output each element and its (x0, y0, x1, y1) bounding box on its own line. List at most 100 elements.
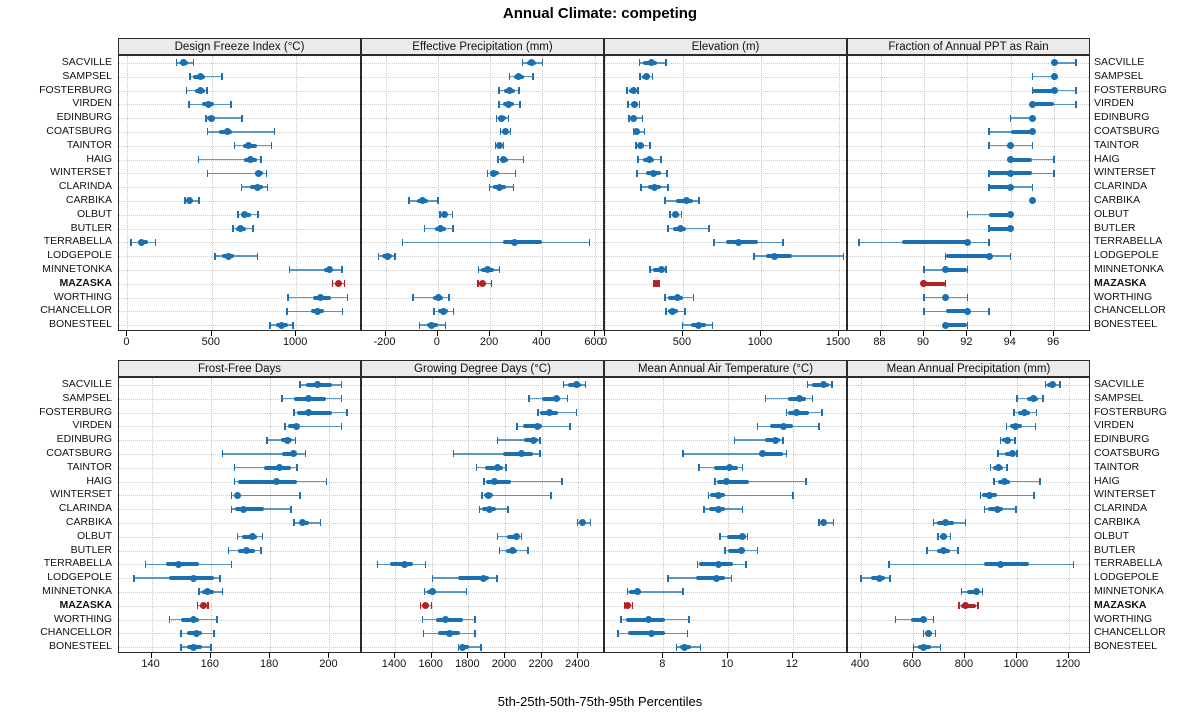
axis-tick (879, 331, 881, 336)
gridline-horizontal (119, 591, 360, 593)
whisker-cap (240, 183, 243, 191)
gridline-vertical (1054, 56, 1056, 330)
median-dot (1012, 422, 1020, 430)
median-dot (208, 114, 216, 122)
whisker-range (483, 480, 562, 483)
gridline-horizontal (848, 647, 1089, 649)
gridline-horizontal (605, 311, 846, 313)
whisker-cap (664, 197, 666, 205)
row-label-right: CHANCELLOR (1094, 304, 1166, 317)
axis-tick (540, 653, 542, 658)
whisker-cap (433, 307, 435, 315)
gridline-horizontal (362, 90, 603, 92)
gridline-vertical (760, 56, 762, 330)
median-dot (504, 100, 512, 108)
gridline-horizontal (848, 159, 1089, 161)
gridline-horizontal (605, 605, 846, 607)
whisker-cap (294, 436, 297, 444)
whisker-range (753, 255, 844, 257)
gridline-horizontal (848, 325, 1089, 327)
iqr-bar (713, 465, 738, 470)
whisker-cap (188, 100, 190, 108)
median-dot (1007, 156, 1015, 163)
gridline-horizontal (848, 578, 1089, 580)
gridline-horizontal (848, 440, 1089, 442)
median-dot (192, 629, 200, 637)
axis-tick-label: 600 (902, 658, 922, 670)
whisker-range (458, 646, 482, 648)
whisker-cap (175, 59, 178, 67)
median-dot (1050, 73, 1058, 81)
row-label-left: CHANCELLOR (40, 304, 112, 317)
whisker-cap (288, 266, 291, 274)
gridline-horizontal (362, 426, 603, 428)
axis-tick (150, 653, 152, 658)
panel-plot (361, 377, 604, 653)
whisker-cap (266, 183, 269, 191)
row-label-left: WINTERSET (50, 166, 112, 179)
whisker-cap (966, 266, 969, 274)
whisker-cap (477, 280, 479, 288)
whisker-cap (993, 478, 995, 485)
panel-title: Design Freeze Index (°C) (174, 40, 305, 53)
median-dot (963, 238, 971, 246)
median-dot (1003, 436, 1011, 444)
whisker-cap (1075, 100, 1077, 108)
median-dot (739, 533, 747, 541)
iqr-bar (695, 576, 725, 581)
axis-tick (384, 331, 386, 336)
axis-tick (394, 653, 395, 658)
row-label-left: TERRABELLA (43, 235, 112, 248)
median-dot (180, 59, 188, 67)
whisker-cap (452, 225, 454, 232)
median-dot (680, 643, 688, 651)
axis-tick-label: 1000 (747, 336, 773, 348)
iqr-bar (989, 226, 1011, 231)
median-dot (962, 602, 970, 610)
panel-strip: Effective Precipitation (mm) (361, 38, 604, 55)
whisker-cap (457, 643, 460, 651)
whisker-cap (260, 547, 262, 554)
row-label-left: VIRDEN (72, 97, 112, 110)
whisker-cap (221, 450, 224, 458)
row-label-right: BONESTEEL (1094, 318, 1158, 331)
axis-tick (922, 331, 924, 336)
median-dot (573, 381, 581, 389)
whisker-cap (219, 574, 221, 582)
median-dot (334, 280, 342, 288)
row-label-right: WINTERSET (1094, 166, 1156, 179)
whisker-cap (437, 197, 439, 205)
axis-tick-label: 1000 (282, 336, 308, 348)
row-label-left: BUTLER (70, 543, 112, 556)
axis-tick-label: 200 (479, 336, 499, 348)
axis-caption: 5th-25th-50th-75th-95th Percentiles (497, 694, 703, 709)
axis-tick (1067, 653, 1069, 658)
whisker-cap (745, 560, 747, 568)
whisker-range (189, 75, 222, 78)
whisker-cap (1009, 114, 1012, 122)
gridline-horizontal (119, 283, 360, 285)
median-dot (325, 266, 333, 274)
median-dot (490, 478, 498, 485)
iqr-bar (436, 617, 463, 622)
whisker-cap (340, 422, 342, 430)
median-dot (317, 294, 325, 301)
gridline-horizontal (362, 619, 603, 621)
row-label-left: SACVILLE (61, 55, 112, 68)
whisker-range (487, 172, 516, 175)
whisker-range (1032, 75, 1055, 78)
whisker-cap (480, 643, 482, 651)
gridline-horizontal (605, 269, 846, 271)
whisker-cap (785, 450, 788, 458)
whisker-cap (168, 616, 171, 623)
whisker-cap (512, 183, 515, 191)
whisker-range (708, 494, 793, 497)
row-label-left: MINNETONKA (42, 584, 112, 597)
whisker-cap (290, 505, 292, 513)
axis-tick-label: 92 (960, 336, 973, 348)
whisker-cap (818, 519, 820, 527)
row-label-left: OLBUT (76, 207, 112, 220)
whisker-cap (423, 588, 426, 596)
row-label-right: SACVILLE (1094, 377, 1145, 390)
whisker-cap (1053, 169, 1055, 177)
